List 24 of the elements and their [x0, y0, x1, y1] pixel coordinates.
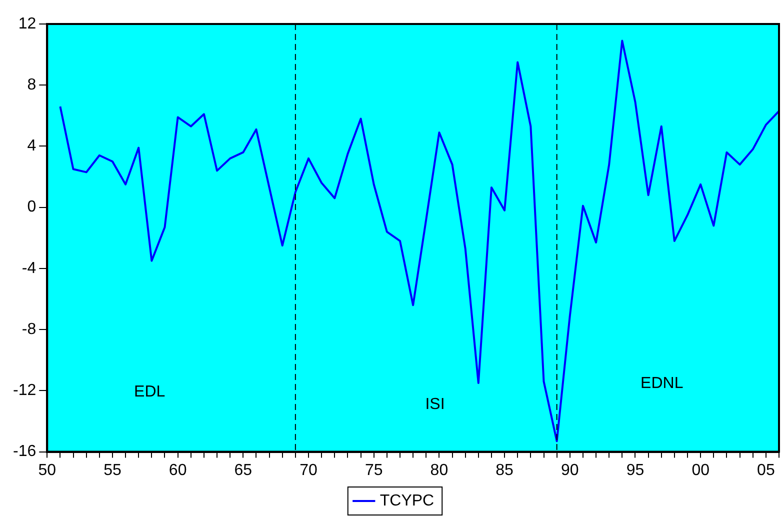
- y-tick-label: 0: [27, 198, 36, 216]
- x-tick-label: 50: [38, 462, 56, 479]
- y-tick-label: -16: [13, 443, 36, 460]
- legend-label: TCYPC: [380, 492, 434, 510]
- y-tick-label: 12: [18, 15, 36, 32]
- x-tick-label: 95: [626, 462, 644, 479]
- x-tick-label: 65: [234, 462, 252, 479]
- y-tick-label: -8: [22, 320, 36, 338]
- x-tick-label: 60: [168, 462, 187, 479]
- x-tick-label: 55: [104, 462, 122, 479]
- x-tick-label: 80: [430, 462, 448, 479]
- x-tick-label: 05: [757, 462, 775, 479]
- x-tick-label: 00: [692, 462, 710, 479]
- annotation: EDL: [134, 383, 166, 400]
- y-tick-label: -12: [13, 382, 36, 400]
- x-tick-label: 75: [364, 462, 383, 479]
- y-tick-label: -4: [22, 260, 36, 277]
- x-tick-label: 90: [560, 462, 579, 479]
- annotation: EDNL: [640, 374, 684, 392]
- y-tick-label: 8: [27, 76, 36, 94]
- x-tick-label: 85: [496, 462, 514, 479]
- y-tick-label: 4: [27, 138, 36, 155]
- annotation: ISI: [425, 396, 445, 414]
- x-tick-label: 70: [300, 462, 318, 479]
